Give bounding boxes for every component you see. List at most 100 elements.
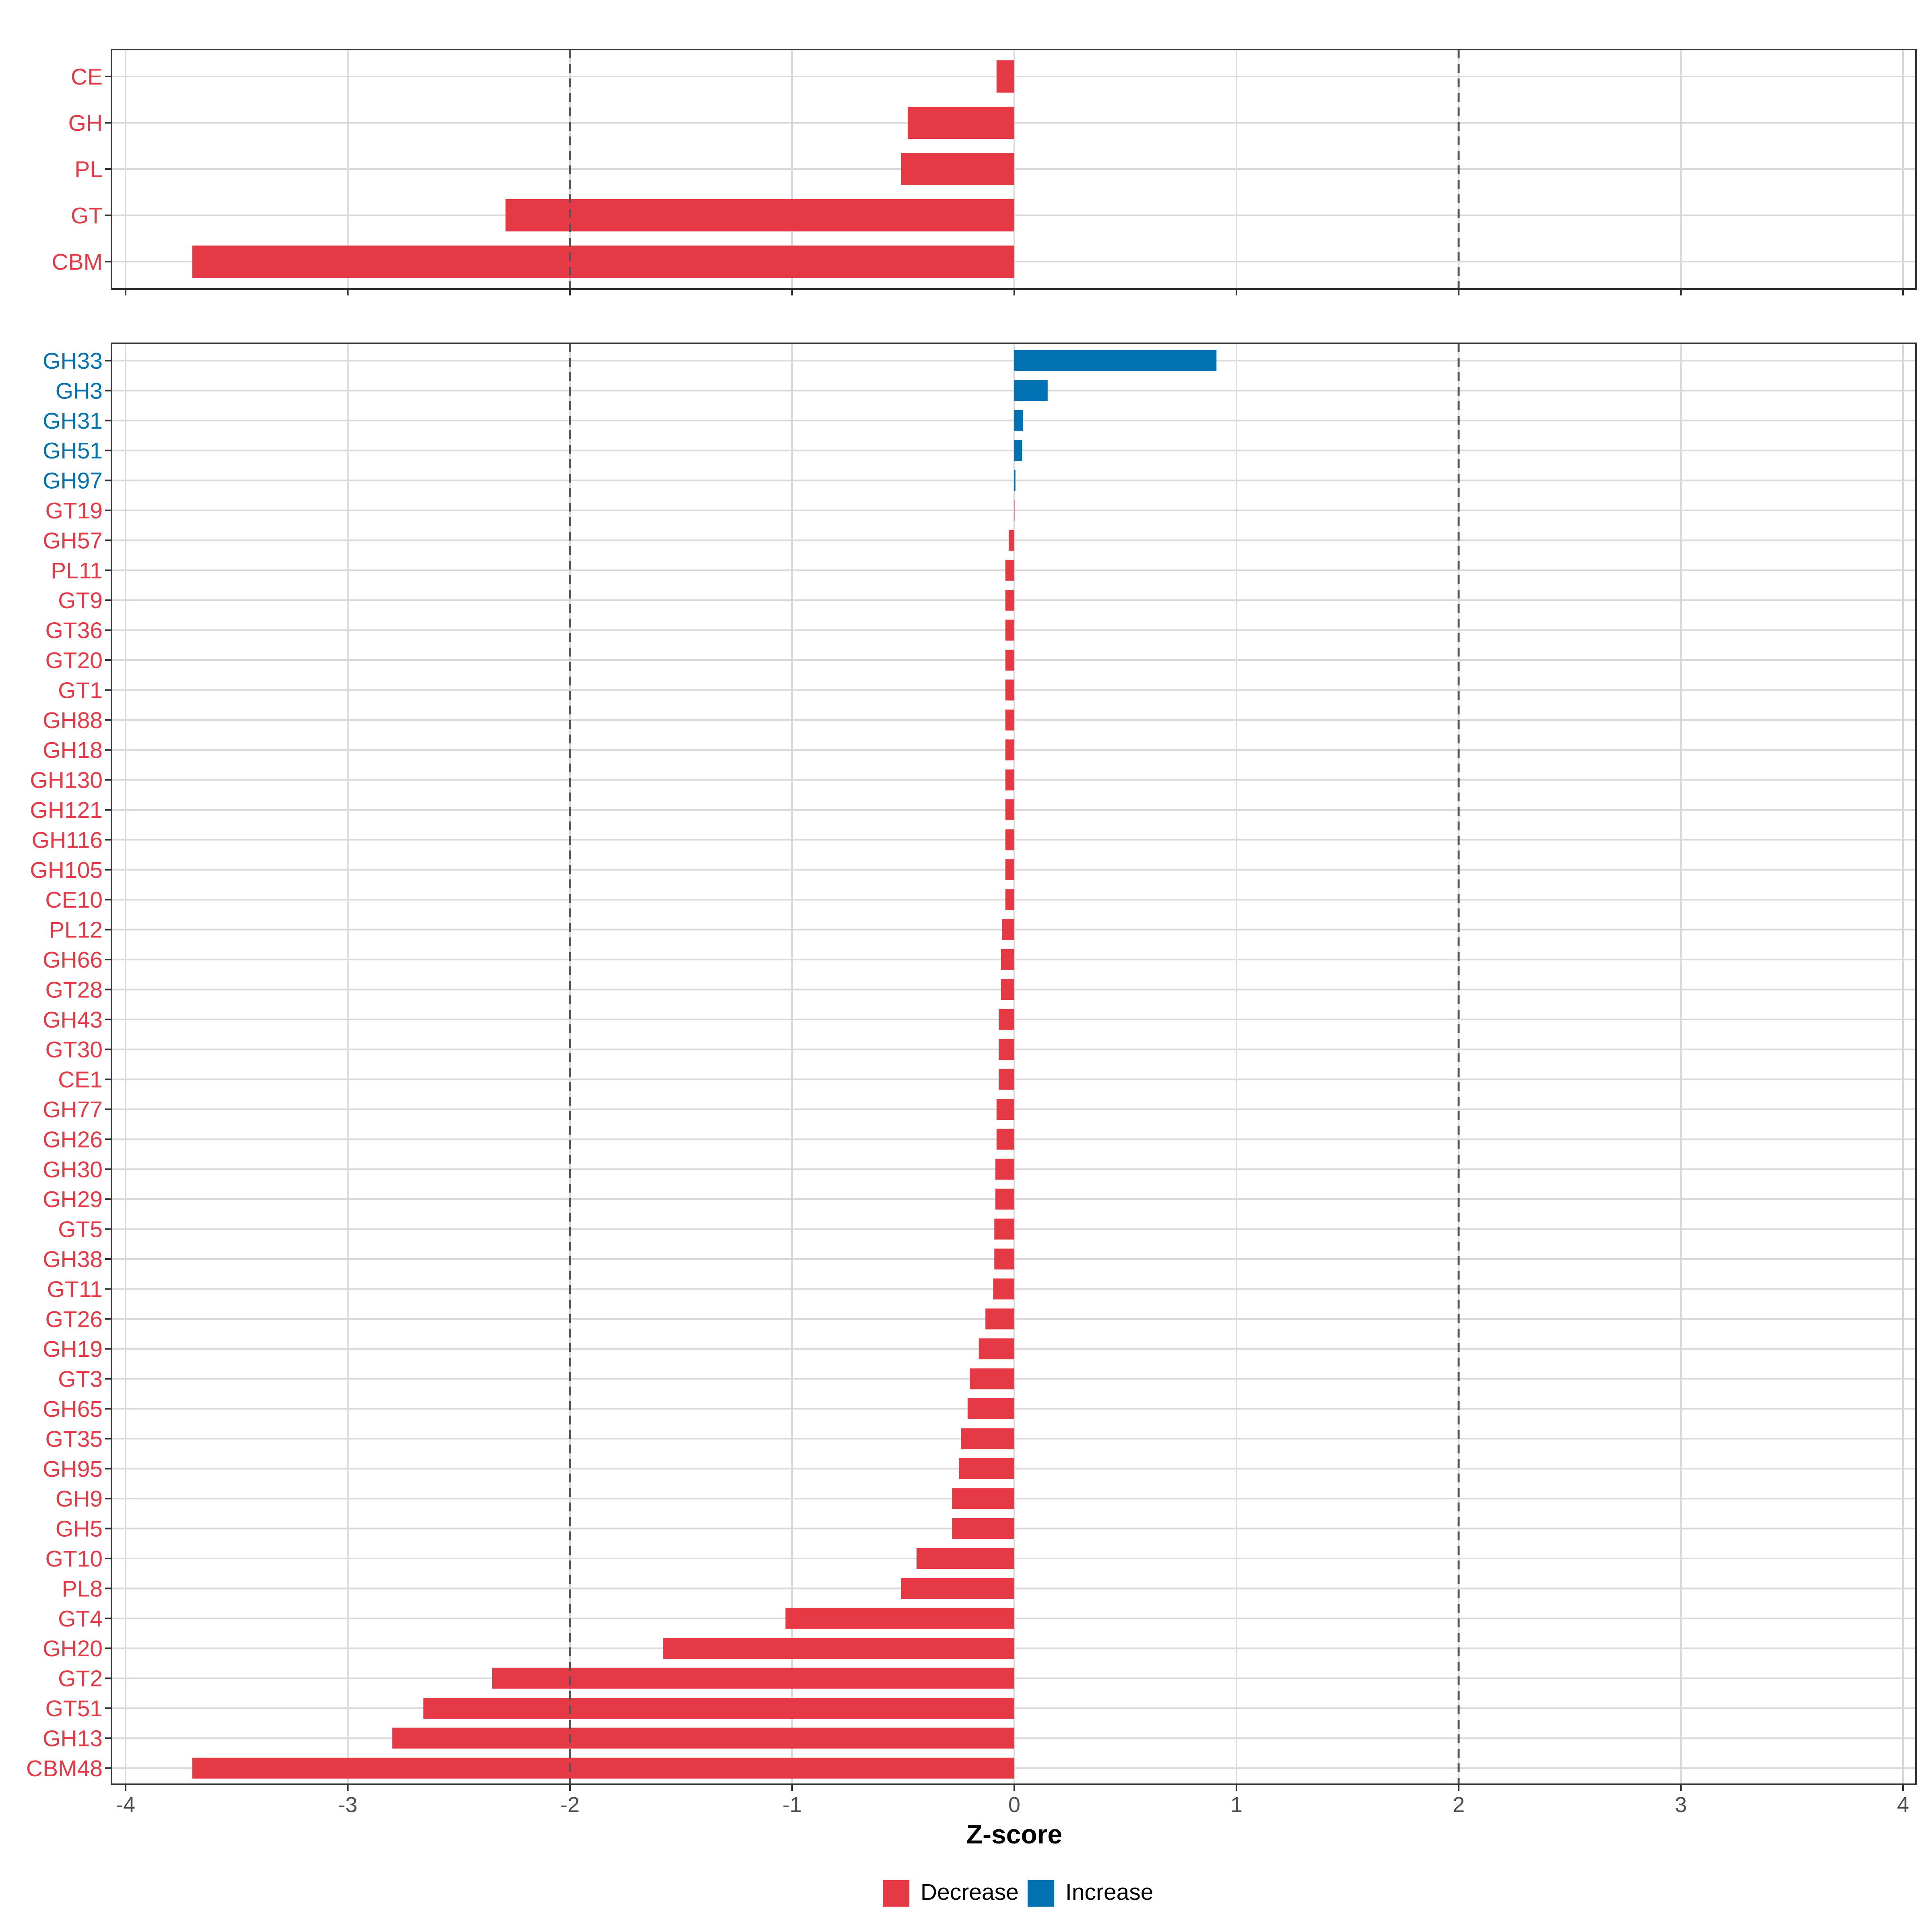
x-tick-label: 3	[1675, 1793, 1687, 1817]
panel1-category-label: GH88	[43, 708, 103, 733]
panel1-bar	[1014, 500, 1015, 521]
panel1-bar	[985, 1308, 1014, 1329]
panel1-category-label: GH26	[43, 1127, 103, 1152]
x-tick-label: 0	[1008, 1793, 1020, 1817]
panel1-bar	[1001, 979, 1014, 1000]
panel1-category-label: GH19	[43, 1336, 103, 1362]
panel1-bar	[1005, 769, 1014, 791]
panel1-bar	[996, 1099, 1014, 1120]
x-tick-label: 2	[1453, 1793, 1465, 1817]
panel0-category-label: CE	[71, 64, 103, 90]
panel1-bar	[916, 1548, 1014, 1569]
panel1-bar	[1014, 440, 1022, 461]
panel1-bar	[1005, 859, 1014, 880]
panel1-category-label: GT2	[58, 1666, 103, 1692]
panel1-category-label: GH43	[43, 1007, 103, 1033]
panel1-category-label: GH97	[43, 468, 103, 494]
panel1-bar	[995, 1189, 1014, 1210]
panel1-bar	[1014, 470, 1016, 491]
panel1-bar	[1002, 919, 1014, 940]
panel1-category-label: GH38	[43, 1247, 103, 1272]
panel1-category-label: GH51	[43, 438, 103, 464]
panel1-category-label: GH29	[43, 1187, 103, 1212]
panel1-bar	[993, 1278, 1014, 1300]
panel1-category-label: PL8	[62, 1576, 103, 1602]
panel0-bar	[901, 153, 1014, 185]
panel1-bar	[1014, 350, 1217, 371]
panel1-bar	[995, 1158, 1014, 1180]
panel1-category-label: GH130	[30, 768, 103, 793]
panel1-category-label: GT36	[45, 618, 103, 644]
panel1-category-label: GT51	[45, 1696, 103, 1721]
panel1-category-label: GH33	[43, 348, 103, 374]
panel1-bar	[961, 1428, 1014, 1449]
panel0-bar	[505, 199, 1014, 231]
panel1-bar	[1001, 949, 1014, 970]
panel0-category-label: PL	[74, 157, 103, 182]
panel0-category-label: GH	[68, 110, 103, 136]
panel1-bar	[1005, 590, 1014, 611]
panel1-category-label: GT11	[47, 1276, 103, 1302]
panel1-category-label: GH105	[30, 857, 103, 883]
top-panel: CE GH PL GT CBM	[52, 49, 1917, 295]
panel1-category-label: GH66	[43, 947, 103, 973]
x-tick-label: -1	[782, 1793, 802, 1817]
panel1-bar	[1005, 829, 1014, 850]
panel1-category-label: GH57	[43, 528, 103, 553]
panel1-category-label: GT35	[45, 1426, 103, 1452]
panel1-bar	[996, 1129, 1014, 1150]
panel1-category-label: CE1	[58, 1067, 103, 1093]
panel1-category-label: GT9	[58, 588, 103, 613]
panel1-bar	[1009, 530, 1014, 551]
panel1-category-label: GH65	[43, 1396, 103, 1422]
panel1-bar	[1005, 650, 1014, 671]
panel1-bar	[1005, 889, 1014, 910]
panel1-bar	[492, 1668, 1014, 1689]
panel1-category-label: GT19	[45, 498, 103, 524]
panel1-category-label: GH5	[56, 1516, 103, 1542]
panel1-category-label: GH13	[43, 1726, 103, 1751]
panel0-bar	[192, 246, 1015, 278]
x-axis: -4 -3 -2 -1 0 1 2 3 4	[116, 1784, 1909, 1817]
panel1-bar	[952, 1488, 1014, 1509]
x-tick-label: 1	[1230, 1793, 1243, 1817]
panel1-category-label: GT30	[45, 1037, 103, 1063]
panel1-bar	[994, 1218, 1014, 1240]
panel1-category-label: GT20	[45, 648, 103, 673]
panel0-category-label: GT	[71, 203, 103, 229]
panel1-bar	[192, 1757, 1015, 1779]
x-tick-label: 4	[1897, 1793, 1909, 1817]
panel1-category-label: GT26	[45, 1307, 103, 1332]
panel1-category-label: GH121	[30, 797, 103, 823]
panel1-bar	[1005, 799, 1014, 820]
panel1-bar	[663, 1638, 1014, 1659]
legend-key-increase	[1028, 1880, 1054, 1907]
panel1-bar	[999, 1069, 1014, 1090]
panel1-bar	[970, 1368, 1014, 1389]
panel1-bar	[952, 1518, 1014, 1539]
panel1-bar	[1014, 410, 1024, 431]
legend-label-increase: Increase	[1065, 1879, 1154, 1905]
panel1-category-label: CE10	[45, 887, 103, 913]
panel1-category-label: GT3	[58, 1366, 103, 1392]
panel1-category-label: GH20	[43, 1636, 103, 1662]
panel0-bar	[996, 60, 1014, 93]
panel1-bar	[1005, 679, 1014, 701]
panel1-category-label: GH18	[43, 737, 103, 763]
panel1-category-label: GH77	[43, 1097, 103, 1123]
panel1-category-label: GT5	[58, 1217, 103, 1243]
panel0-bar	[908, 107, 1014, 139]
bottom-panel: GH33 GH3 GH31 GH51 GH97 GT19 GH57 PL11 GT9 GT36 GT…	[26, 343, 1917, 1785]
panel1-bar	[999, 1039, 1014, 1060]
panel1-bar	[978, 1338, 1014, 1360]
panel1-category-label: GH116	[32, 827, 103, 853]
panel1-bar	[423, 1698, 1014, 1719]
panel1-category-label: GH30	[43, 1157, 103, 1183]
panel1-category-label: GT4	[58, 1606, 103, 1632]
panel1-category-label: GT10	[45, 1546, 103, 1572]
panel1-bar	[1005, 619, 1014, 641]
panel1-bar	[968, 1398, 1014, 1419]
x-axis-title: Z-score	[966, 1819, 1062, 1849]
panel1-bar	[1005, 739, 1014, 761]
panel1-category-label: PL12	[49, 917, 103, 943]
